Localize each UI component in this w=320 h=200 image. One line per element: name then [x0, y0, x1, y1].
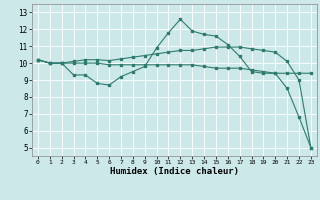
- X-axis label: Humidex (Indice chaleur): Humidex (Indice chaleur): [110, 167, 239, 176]
